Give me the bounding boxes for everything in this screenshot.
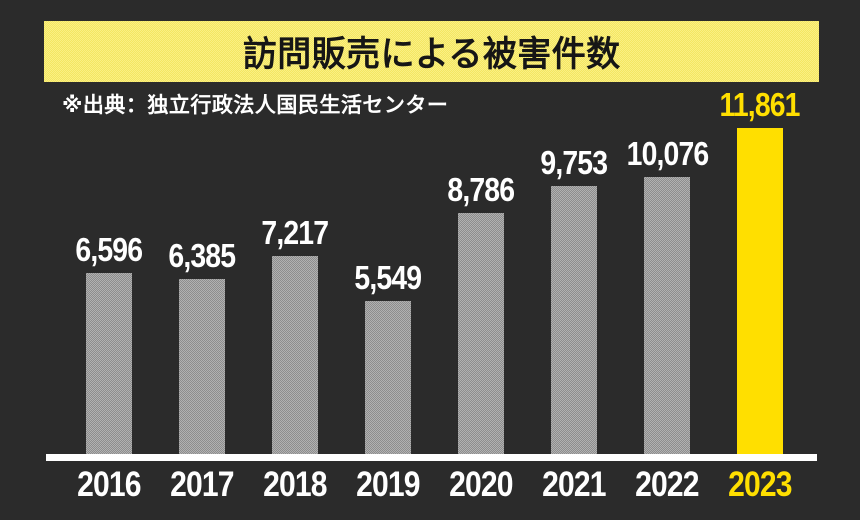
year-label-2021: 2021 xyxy=(514,467,634,502)
year-text: 2017 xyxy=(170,465,234,504)
bar-2019 xyxy=(365,301,411,454)
bar-value-text: 6,385 xyxy=(168,237,237,274)
bar-2017 xyxy=(179,279,225,454)
year-text: 2018 xyxy=(263,465,327,504)
year-label-2022: 2022 xyxy=(607,467,727,502)
bar-value-label-2017: 6,385 xyxy=(163,239,241,272)
bar-group-2018: 7,217 xyxy=(235,216,355,454)
year-label-2016: 2016 xyxy=(49,467,169,502)
bar-2018 xyxy=(272,256,318,454)
bar-value-label-2016: 6,596 xyxy=(70,233,148,266)
year-text: 2016 xyxy=(77,465,141,504)
bar-value-label-2021: 9,753 xyxy=(535,146,613,179)
bar-value-text: 9,753 xyxy=(540,144,609,181)
chart-title-banner: 訪問販売による被害件数 xyxy=(44,21,819,82)
page-title: 訪問販売による被害件数 xyxy=(242,35,621,74)
bar-value-label-2020: 8,786 xyxy=(442,173,520,206)
year-text: 2021 xyxy=(542,465,606,504)
year-text: 2022 xyxy=(635,465,699,504)
bar-value-text: 8,786 xyxy=(447,171,516,208)
x-axis-line xyxy=(46,454,817,461)
source-note: ※出典：独立行政法人国民生活センター xyxy=(62,94,449,117)
bar-group-2022: 10,076 xyxy=(607,137,727,454)
year-label-2017: 2017 xyxy=(142,467,262,502)
year-text: 2020 xyxy=(449,465,513,504)
bar-2016 xyxy=(86,273,132,454)
year-label-2018: 2018 xyxy=(235,467,355,502)
bar-group-2020: 8,786 xyxy=(421,173,541,454)
year-label-2019: 2019 xyxy=(328,467,448,502)
bar-value-text: 10,076 xyxy=(626,135,709,172)
bar-value-label-2019: 5,549 xyxy=(349,261,427,294)
bar-value-text: 11,861 xyxy=(719,86,801,123)
bar-group-2017: 6,385 xyxy=(142,239,262,454)
bar-2023 xyxy=(737,128,783,454)
year-label-2023: 2023 xyxy=(700,467,820,502)
bar-value-label-2022: 10,076 xyxy=(620,137,715,170)
bar-2021 xyxy=(551,186,597,454)
bar-value-text: 6,596 xyxy=(75,231,144,268)
bar-value-text: 7,217 xyxy=(261,214,330,251)
bar-2020 xyxy=(458,213,504,454)
year-text: 2023 xyxy=(728,465,792,504)
bar-value-text: 5,549 xyxy=(354,259,423,296)
bar-group-2021: 9,753 xyxy=(514,146,634,454)
bar-group-2016: 6,596 xyxy=(49,233,169,454)
bar-value-label-2023: 11,861 xyxy=(713,88,806,121)
year-label-2020: 2020 xyxy=(421,467,541,502)
bar-group-2023: 11,861 xyxy=(700,88,820,454)
bar-group-2019: 5,549 xyxy=(328,261,448,454)
year-text: 2019 xyxy=(356,465,420,504)
bar-2022 xyxy=(644,177,690,454)
bar-value-label-2018: 7,217 xyxy=(256,216,334,249)
